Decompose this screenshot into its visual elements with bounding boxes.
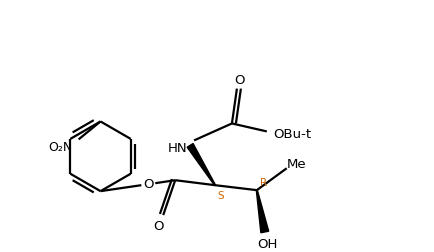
Text: HN: HN [167,141,187,154]
Text: OH: OH [257,237,277,250]
Text: R: R [260,177,267,187]
Text: O₂N: O₂N [49,140,72,153]
Text: Me: Me [286,157,306,170]
Polygon shape [256,190,268,233]
Text: O: O [234,74,245,87]
Text: O: O [143,177,153,190]
Text: O: O [153,219,163,232]
Text: OBu-t: OBu-t [273,128,311,140]
Polygon shape [187,144,215,186]
Text: S: S [217,190,224,200]
